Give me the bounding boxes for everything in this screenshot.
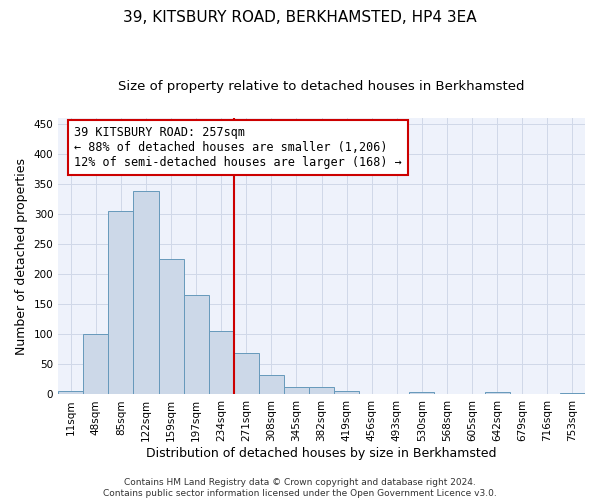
Y-axis label: Number of detached properties: Number of detached properties (15, 158, 28, 354)
Bar (284, 387, 309, 394)
Text: 39 KITSBURY ROAD: 257sqm
← 88% of detached houses are smaller (1,206)
12% of sem: 39 KITSBURY ROAD: 257sqm ← 88% of detach… (74, 126, 402, 169)
Text: 39, KITSBURY ROAD, BERKHAMSTED, HP4 3EA: 39, KITSBURY ROAD, BERKHAMSTED, HP4 3EA (123, 10, 477, 25)
Bar (409, 392, 434, 394)
Bar (560, 392, 585, 394)
Bar (158, 258, 184, 394)
Bar (58, 392, 83, 394)
X-axis label: Distribution of detached houses by size in Berkhamsted: Distribution of detached houses by size … (146, 447, 497, 460)
Title: Size of property relative to detached houses in Berkhamsted: Size of property relative to detached ho… (118, 80, 525, 93)
Bar (485, 392, 510, 394)
Bar (83, 334, 109, 394)
Bar (259, 375, 284, 394)
Bar (209, 330, 234, 394)
Bar (133, 191, 158, 394)
Bar (184, 294, 209, 394)
Bar (309, 387, 334, 394)
Bar (334, 391, 359, 394)
Bar (109, 211, 133, 394)
Bar (234, 353, 259, 395)
Text: Contains HM Land Registry data © Crown copyright and database right 2024.
Contai: Contains HM Land Registry data © Crown c… (103, 478, 497, 498)
